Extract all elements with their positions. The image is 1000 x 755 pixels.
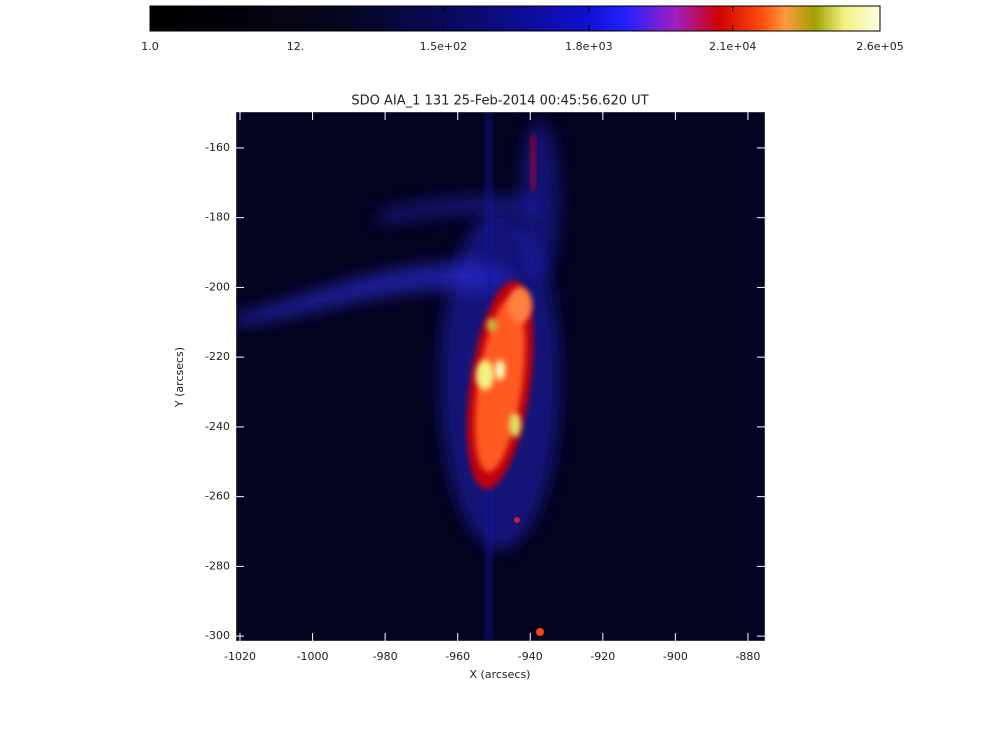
y-tick-label: -180 — [205, 211, 230, 224]
chart-title: SDO AIA_1 131 25-Feb-2014 00:45:56.620 U… — [351, 94, 648, 109]
y-tick-label: -240 — [205, 420, 230, 433]
colorbar-tick-label: 1.8e+03 — [565, 40, 612, 53]
colorbar-ticks: 1.0 12. 1.5e+02 1.8e+03 2.1e+04 2.6e+05 — [141, 6, 904, 53]
colorbar-tick-label: 1.0 — [141, 40, 159, 53]
y-tick-label: -160 — [205, 141, 230, 154]
y-tick-label: -220 — [205, 350, 230, 363]
x-axis-label: X (arcsecs) — [470, 668, 531, 681]
x-tick-label: -1020 — [224, 650, 256, 663]
y-tick-label: -280 — [205, 559, 230, 572]
x-tick-label: -980 — [373, 650, 398, 663]
x-tick-label: -880 — [735, 650, 760, 663]
y-tick-label: -260 — [205, 490, 230, 503]
solar-image — [236, 112, 765, 641]
x-tick-label: -960 — [445, 650, 470, 663]
colorbar-tick-label: 1.5e+02 — [420, 40, 467, 53]
colorbar-tick-label: 12. — [287, 40, 305, 53]
x-tick-label: -900 — [663, 650, 688, 663]
colorbar-tick-label: 2.6e+05 — [856, 40, 903, 53]
x-tick-label: -1000 — [297, 650, 329, 663]
y-tick-label: -200 — [205, 280, 230, 293]
axes: -1020 -1000 -980 -960 -940 -920 -900 -880 -300 -2… — [205, 112, 765, 663]
y-tick-label: -300 — [205, 629, 230, 642]
y-axis-label: Y (arcsecs) — [173, 347, 186, 408]
colorbar — [149, 5, 881, 32]
x-tick-label: -920 — [590, 650, 615, 663]
colorbar-tick-label: 2.1e+04 — [709, 40, 756, 53]
x-tick-label: -940 — [518, 650, 543, 663]
